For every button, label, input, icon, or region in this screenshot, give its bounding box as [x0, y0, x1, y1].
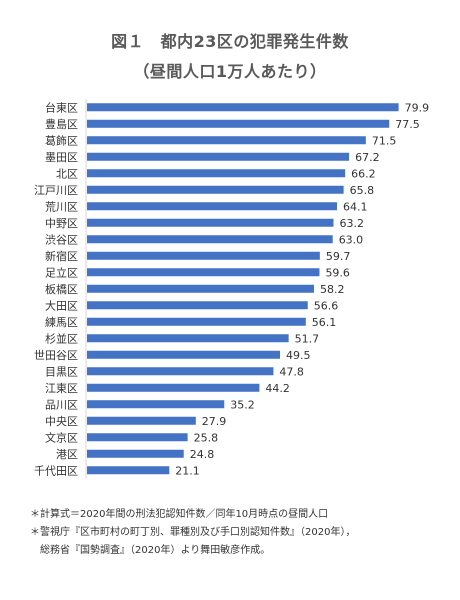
- category-label: 墨田区: [45, 151, 78, 164]
- category-label: 渋谷区: [45, 233, 78, 246]
- data-label: 59.7: [326, 250, 351, 263]
- bar: [87, 235, 333, 244]
- footnote-source: ＊警視庁『区市町村の町丁別、罪種別及び手口別認知件数』（2020年），: [30, 527, 356, 538]
- bar: [87, 301, 308, 310]
- bar: [87, 202, 337, 211]
- data-label: 64.1: [343, 200, 368, 213]
- data-label: 51.7: [295, 332, 320, 345]
- bar: [87, 119, 390, 128]
- bar: [87, 466, 170, 475]
- data-label: 65.8: [350, 184, 375, 197]
- data-label: 66.2: [351, 167, 376, 180]
- data-label: 63.0: [339, 233, 364, 246]
- category-label: 新宿区: [45, 249, 78, 263]
- footnote-source-cont: 総務省『国勢調査』（2020年）より舞田敏彦作成。: [40, 545, 271, 556]
- data-label: 49.5: [286, 349, 311, 362]
- bar: [87, 367, 274, 376]
- bar: [87, 284, 314, 293]
- category-label: 杉並区: [45, 331, 78, 345]
- category-label: 荒川区: [45, 200, 78, 213]
- category-label: 江東区: [45, 382, 78, 395]
- bar: [87, 350, 281, 359]
- bar: [87, 449, 184, 458]
- bar: [87, 169, 346, 178]
- footnotes: ＊計算式＝2020年間の刑法犯認知件数／同年10月時点の昼間人口 ＊警視庁『区市…: [30, 506, 450, 560]
- chart-subtitle: （昼間人口1万人あたり）: [133, 62, 327, 81]
- data-label: 58.2: [320, 283, 345, 296]
- data-label: 63.2: [339, 217, 364, 230]
- data-label: 71.5: [372, 134, 397, 147]
- category-label: 品川区: [45, 398, 78, 411]
- category-label: 台東区: [45, 100, 78, 114]
- bar: [87, 218, 334, 227]
- bar: [87, 433, 188, 442]
- bars-group: 台東区 79.9 豊島区 77.5 葛飾区 71.5 墨田区 67.2 北区 66.2 江戸川区 65…: [34, 100, 429, 477]
- data-label: 21.1: [175, 464, 200, 477]
- data-label: 25.8: [194, 431, 219, 444]
- bar: [87, 317, 306, 326]
- data-label: 59.6: [325, 266, 350, 279]
- data-label: 27.9: [202, 415, 227, 428]
- bar-chart: 台東区 79.9 豊島区 77.5 葛飾区 71.5 墨田区 67.2 北区 66.2 江戸川区 65…: [34, 99, 429, 479]
- data-label: 77.5: [395, 118, 420, 131]
- category-label: 大田区: [45, 298, 78, 312]
- category-label: 中央区: [45, 415, 78, 428]
- bar: [87, 383, 260, 392]
- category-label: 港区: [56, 448, 78, 461]
- bar: [87, 400, 225, 409]
- category-label: 千代田区: [34, 464, 78, 477]
- category-label: 文京区: [45, 430, 78, 444]
- category-label: 板橋区: [45, 282, 78, 296]
- bar: [87, 416, 196, 425]
- bar: [87, 103, 399, 112]
- category-label: 中野区: [45, 217, 78, 230]
- category-label: 江戸川区: [34, 184, 78, 197]
- footnote-formula: ＊計算式＝2020年間の刑法犯認知件数／同年10月時点の昼間人口: [30, 509, 329, 520]
- category-label: 足立区: [45, 265, 78, 279]
- data-label: 56.1: [312, 316, 337, 329]
- category-label: 豊島区: [45, 117, 78, 131]
- data-label: 56.6: [314, 299, 339, 312]
- bar: [87, 334, 289, 343]
- category-label: 北区: [56, 167, 78, 180]
- bar: [87, 268, 320, 277]
- bar: [87, 136, 366, 145]
- chart-title: 図１ 都内23区の犯罪発生件数: [111, 32, 349, 51]
- data-label: 44.2: [265, 382, 290, 395]
- category-label: 練馬区: [45, 315, 78, 329]
- bar: [87, 251, 320, 260]
- data-label: 67.2: [355, 151, 380, 164]
- bar: [87, 185, 344, 194]
- data-label: 47.8: [279, 365, 304, 378]
- category-label: 目黒区: [45, 365, 78, 378]
- category-label: 世田谷区: [34, 349, 78, 362]
- bar: [87, 152, 350, 161]
- data-label: 35.2: [230, 398, 255, 411]
- data-label: 24.8: [190, 448, 215, 461]
- category-label: 葛飾区: [45, 134, 78, 147]
- data-label: 79.9: [405, 101, 430, 114]
